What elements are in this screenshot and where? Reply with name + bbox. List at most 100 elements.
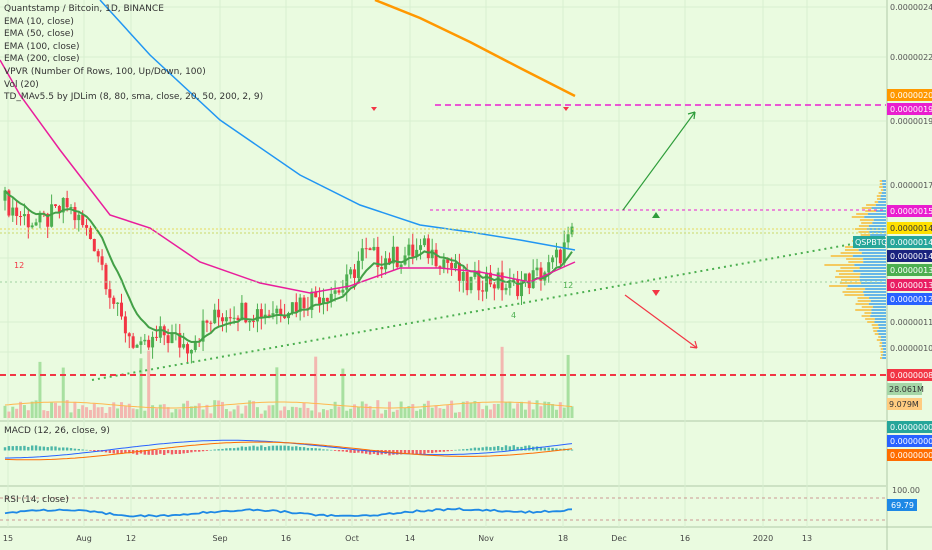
vpvr-bar-up xyxy=(880,189,884,191)
macd-histogram-bar xyxy=(275,445,279,451)
ascending-trendline xyxy=(91,237,887,381)
candle-body xyxy=(554,249,558,258)
macd-tag xyxy=(887,449,932,461)
macd-histogram-bar xyxy=(458,449,461,451)
candle-body xyxy=(520,281,524,297)
macd-title[interactable]: MACD (12, 26, close, 9) xyxy=(4,426,110,436)
vpvr-bar-up xyxy=(824,264,855,266)
vpvr-bar-up xyxy=(878,336,881,338)
candle-body xyxy=(11,207,15,216)
candle-body xyxy=(213,309,217,324)
legend-td-mav[interactable]: TD_MAv5.5 by JDLim (8, 80, sma, close, 2… xyxy=(4,92,264,103)
rsi-title[interactable]: RSI (14, close) xyxy=(4,495,69,505)
volume-bar xyxy=(197,403,201,418)
candle-body xyxy=(38,212,42,223)
macd-histogram-bar xyxy=(81,449,84,451)
signal-marker xyxy=(563,107,569,111)
macd-histogram-bar xyxy=(345,450,348,452)
candle-body xyxy=(516,279,520,297)
volume-bar xyxy=(154,408,158,418)
candle-body xyxy=(473,270,477,277)
volume-bar xyxy=(112,402,116,418)
candle-body xyxy=(228,317,232,319)
vpvr-bar-down xyxy=(874,321,886,323)
bearish-arrow-head xyxy=(689,340,698,349)
volume-bar xyxy=(310,410,314,418)
legend-ema-100[interactable]: EMA (100, close) xyxy=(4,41,80,52)
vpvr-bar-up xyxy=(880,348,884,350)
volume-bar xyxy=(7,411,11,418)
macd-histogram-bar xyxy=(46,447,49,451)
macd-histogram-bar xyxy=(364,450,368,454)
candle-body xyxy=(434,249,438,267)
candle-body xyxy=(186,344,190,354)
candle-body xyxy=(7,190,11,216)
candle-body xyxy=(539,267,543,281)
macd-histogram-bar xyxy=(135,450,139,455)
price-tag-label: 0.00000199 xyxy=(890,105,932,114)
volume-bar xyxy=(345,410,349,418)
volume-bar xyxy=(11,406,15,418)
macd-histogram-bar xyxy=(283,445,286,451)
vpvr-bar-down xyxy=(871,309,886,311)
candle-body xyxy=(395,246,399,268)
volume-bar xyxy=(450,400,454,418)
date-label: 18 xyxy=(558,534,568,543)
candle-body xyxy=(461,271,465,281)
macd-histogram-bar xyxy=(399,450,403,455)
macd-histogram-bar xyxy=(38,446,42,451)
macd-histogram-bar xyxy=(229,448,232,451)
candle-body xyxy=(267,314,271,316)
candle-body xyxy=(380,266,384,270)
volume-bar xyxy=(182,403,186,418)
legend-ema-200[interactable]: EMA (200, close) xyxy=(4,54,80,65)
legend-symbol[interactable]: Quantstamp / Bitcoin, 1D, BINANCE xyxy=(4,4,164,14)
volume-bar xyxy=(294,407,298,418)
vpvr-bar-up xyxy=(880,351,884,353)
price-tag xyxy=(887,369,932,381)
macd-histogram-bar xyxy=(291,446,294,451)
candle-body xyxy=(279,308,283,316)
legend-ema-50[interactable]: EMA (50, close) xyxy=(4,29,74,40)
candle-body xyxy=(220,317,224,322)
price-tag-label: 0.00000135 xyxy=(890,266,932,275)
vpvr-bar-up xyxy=(874,333,879,335)
macd-histogram-bar xyxy=(77,448,80,451)
volume-bar xyxy=(520,401,524,418)
vpvr-bar-down xyxy=(863,261,886,263)
volume-bar xyxy=(508,401,512,418)
macd-histogram-bar xyxy=(11,446,14,451)
ema-50-line xyxy=(0,59,576,294)
volume-bar xyxy=(42,410,46,418)
macd-histogram-bar xyxy=(512,445,515,451)
candle-body xyxy=(364,248,368,250)
macd-histogram-bar xyxy=(166,450,170,454)
vpvr-bar-up xyxy=(857,300,871,302)
legend-vpvr[interactable]: VPVR (Number Of Rows, 100, Up/Down, 100) xyxy=(4,66,206,77)
volume-bar xyxy=(26,410,30,418)
legend-ema-10[interactable]: EMA (10, close) xyxy=(4,16,74,27)
candle-body xyxy=(205,320,209,323)
macd-histogram-bar xyxy=(197,450,201,452)
vpvr-bar-up xyxy=(879,180,883,182)
volume-bar xyxy=(240,413,244,418)
legend-volume[interactable]: Vol (20) xyxy=(4,79,39,90)
macd-histogram-bar xyxy=(3,447,7,451)
vpvr-bar-down xyxy=(863,291,886,293)
vpvr-bar-down xyxy=(864,216,886,218)
macd-histogram-bar xyxy=(508,446,512,451)
volume-bar xyxy=(186,400,190,418)
annotation-label: 12 xyxy=(563,281,573,290)
volume-bar xyxy=(364,403,368,418)
vpvr-bar-down xyxy=(876,210,886,212)
vpvr-bar-up xyxy=(858,225,869,227)
volume-bar xyxy=(53,402,57,418)
volume-bar xyxy=(376,400,380,418)
vpvr-bar-down xyxy=(869,231,886,233)
candle-body xyxy=(69,207,73,209)
vpvr-bar-up xyxy=(865,318,875,320)
volume-bar xyxy=(158,404,162,418)
volume-bar xyxy=(174,409,178,418)
